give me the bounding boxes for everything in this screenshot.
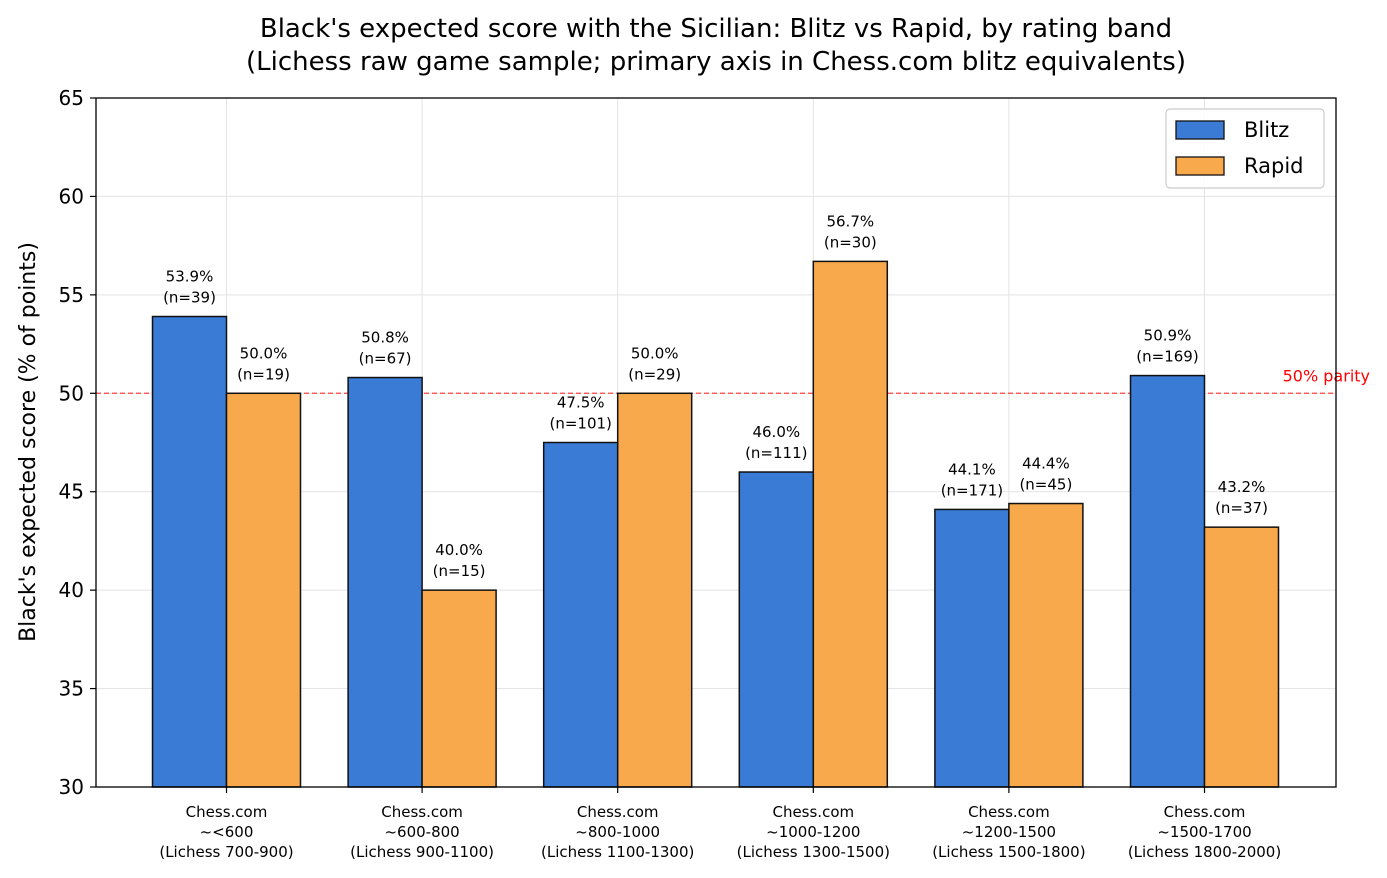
legend-label-rapid: Rapid bbox=[1244, 154, 1304, 178]
bar-rapid-2 bbox=[616, 392, 693, 788]
y-axis-label: Black's expected score (% of points) bbox=[16, 242, 41, 642]
bar-rapid-0 bbox=[225, 392, 302, 788]
data-label-value: 53.9% bbox=[166, 268, 214, 286]
y-tick-label: 30 bbox=[59, 775, 84, 799]
data-label-count: (n=30) bbox=[824, 233, 877, 251]
x-tick-label: ~1500-1700 bbox=[1157, 823, 1251, 841]
data-label-count: (n=29) bbox=[628, 365, 681, 383]
y-tick-label: 55 bbox=[59, 283, 84, 307]
x-tick-label: Chess.com bbox=[772, 803, 854, 821]
x-tick-label: ~800-1000 bbox=[575, 823, 660, 841]
x-tick-label: ~1000-1200 bbox=[766, 823, 860, 841]
legend: Blitz Rapid bbox=[1165, 108, 1325, 189]
bars bbox=[151, 260, 1280, 788]
chart-subtitle: (Lichess raw game sample; primary axis i… bbox=[246, 47, 1186, 77]
x-tick-label: (Lichess 1800-2000) bbox=[1128, 843, 1281, 861]
x-tick-label: Chess.com bbox=[1164, 803, 1246, 821]
data-label-count: (n=67) bbox=[359, 350, 412, 368]
bar-blitz-3 bbox=[738, 471, 815, 788]
x-tick-label: Chess.com bbox=[186, 803, 268, 821]
data-label-value: 47.5% bbox=[557, 394, 605, 412]
bar-rapid-3 bbox=[812, 260, 889, 788]
legend-swatch-blitz bbox=[1175, 120, 1225, 140]
legend-swatch-rapid bbox=[1175, 156, 1225, 176]
data-labels: 53.9% (n=39) 50.8% (n=67) 47.5% (n=101) 46.0% (… bbox=[163, 212, 1268, 580]
x-tick-label: (Lichess 1100-1300) bbox=[541, 843, 694, 861]
x-tick-label: (Lichess 900-1100) bbox=[350, 843, 494, 861]
y-tick-label: 50 bbox=[59, 381, 84, 405]
data-label-count: (n=171) bbox=[941, 481, 1003, 499]
reference-line-group: 50% parity bbox=[96, 366, 1370, 394]
data-label-value: 44.4% bbox=[1022, 455, 1070, 473]
data-label-count: (n=19) bbox=[237, 365, 290, 383]
data-label-count: (n=15) bbox=[433, 562, 486, 580]
x-tick-label: ~1200-1500 bbox=[962, 823, 1056, 841]
bar-rapid-4 bbox=[1008, 502, 1084, 788]
data-label-count: (n=45) bbox=[1019, 476, 1072, 494]
x-tick-label: Chess.com bbox=[968, 803, 1050, 821]
x-tick-label: ~600-800 bbox=[384, 823, 459, 841]
bar-rapid-1 bbox=[421, 589, 497, 788]
data-label-value: 44.1% bbox=[948, 460, 996, 478]
y-tick-label: 60 bbox=[59, 184, 84, 208]
x-tick-label: (Lichess 1300-1500) bbox=[737, 843, 890, 861]
data-label-value: 43.2% bbox=[1218, 478, 1266, 496]
legend-label-blitz: Blitz bbox=[1244, 118, 1289, 142]
data-label-value: 50.8% bbox=[361, 329, 409, 347]
y-tick-label: 45 bbox=[59, 480, 84, 504]
data-label-value: 50.0% bbox=[240, 344, 288, 362]
data-label-value: 46.0% bbox=[752, 423, 800, 441]
y-tick-label: 65 bbox=[59, 86, 84, 110]
data-label-count: (n=101) bbox=[549, 415, 611, 433]
y-tick-label: 35 bbox=[59, 677, 84, 701]
bar-blitz-0 bbox=[151, 315, 228, 788]
data-label-count: (n=39) bbox=[163, 289, 216, 307]
data-label-count: (n=37) bbox=[1215, 499, 1268, 517]
data-label-value: 56.7% bbox=[826, 212, 874, 230]
chart-title: Black's expected score with the Sicilian… bbox=[260, 14, 1172, 44]
data-label-value: 40.0% bbox=[435, 541, 483, 559]
x-tick-label: ~<600 bbox=[200, 823, 254, 841]
x-tick-label: (Lichess 700-900) bbox=[159, 843, 293, 861]
data-label-value: 50.9% bbox=[1144, 327, 1192, 345]
data-label-count: (n=169) bbox=[1136, 348, 1198, 366]
reference-line-label: 50% parity bbox=[1283, 366, 1370, 385]
x-tick-label: Chess.com bbox=[381, 803, 463, 821]
bar-blitz-2 bbox=[542, 441, 619, 788]
y-tick-label: 40 bbox=[59, 578, 84, 602]
x-tick-label: (Lichess 1500-1800) bbox=[932, 843, 1085, 861]
bar-blitz-4 bbox=[934, 508, 1010, 788]
plot-frame bbox=[95, 97, 1337, 788]
bar-blitz-5 bbox=[1129, 374, 1206, 788]
data-label-value: 50.0% bbox=[631, 344, 679, 362]
axes: 30 35 40 45 50 55 60 65 Chess.com ~<600 (Lichess 7… bbox=[59, 86, 1337, 861]
bar-blitz-1 bbox=[347, 376, 423, 788]
bar-rapid-5 bbox=[1203, 526, 1280, 788]
x-tick-label: Chess.com bbox=[577, 803, 659, 821]
data-label-count: (n=111) bbox=[745, 444, 807, 462]
